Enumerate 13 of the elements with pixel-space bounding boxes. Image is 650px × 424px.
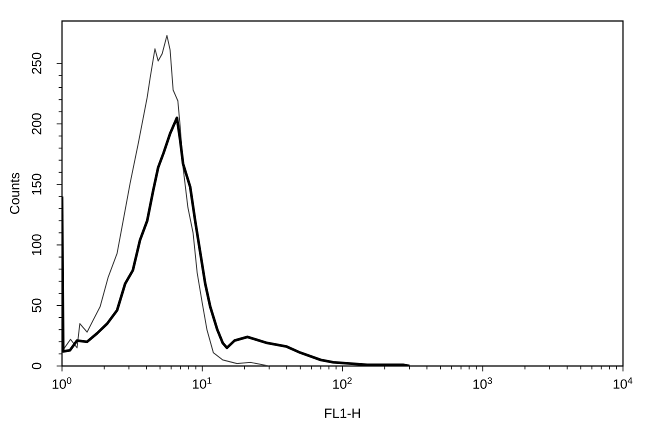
x-tick-label: 10$^{1}$	[192, 377, 212, 389]
y-axis-title: Counts	[10, 172, 20, 214]
y-tick-label: 200	[32, 113, 42, 134]
x-tick-label: 10$^{3}$	[473, 377, 492, 389]
y-tick-label: 0	[32, 362, 42, 370]
x-axis-title: FL1-H	[325, 408, 360, 418]
y-tick-label: 50	[32, 298, 42, 312]
y-tick-label: 150	[32, 174, 42, 195]
y-tick-label: 250	[32, 52, 42, 74]
x-tick-label: 10$^{2}$	[333, 377, 352, 389]
x-tick-label: 10$^{4}$	[614, 377, 632, 389]
y-tick-label: 100	[32, 234, 42, 256]
x-tick-label: 10$^{0}$	[52, 377, 72, 389]
